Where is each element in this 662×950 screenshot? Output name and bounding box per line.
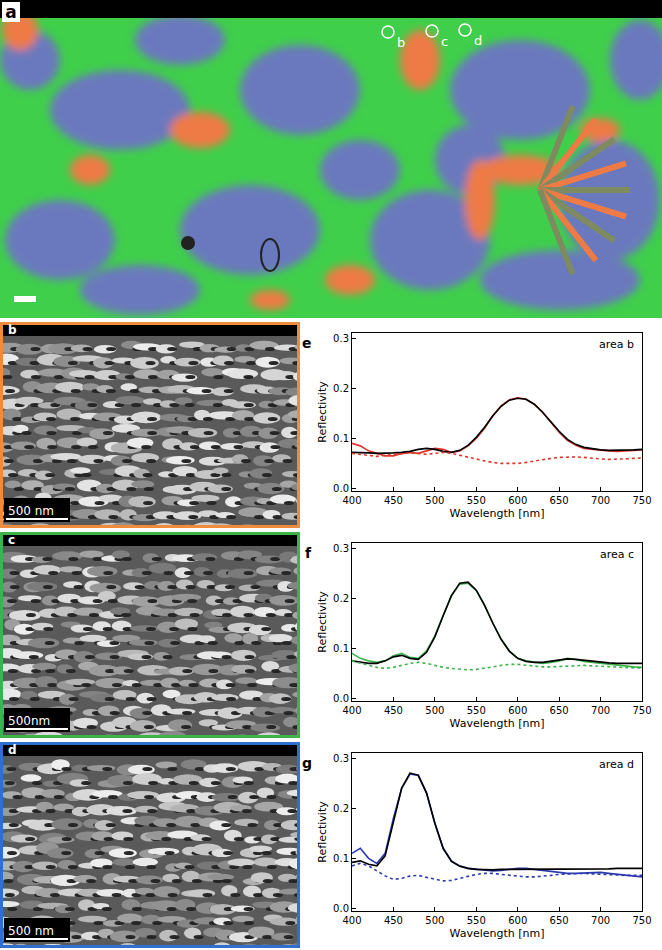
- svg-text:650: 650: [550, 705, 569, 716]
- svg-text:Reflectivity: Reflectivity: [316, 381, 329, 443]
- svg-text:Reflectivity: Reflectivity: [316, 801, 329, 863]
- svg-text:600: 600: [508, 495, 527, 506]
- svg-text:area d: area d: [599, 758, 634, 771]
- svg-text:0.1: 0.1: [333, 853, 349, 864]
- svg-text:0.0: 0.0: [333, 483, 349, 494]
- svg-text:550: 550: [467, 495, 486, 506]
- svg-text:450: 450: [384, 495, 403, 506]
- svg-text:area c: area c: [600, 548, 634, 561]
- svg-text:650: 650: [550, 915, 569, 926]
- svg-text:600: 600: [508, 915, 527, 926]
- svg-text:500 nm: 500 nm: [8, 924, 54, 938]
- svg-text:Wavelength [nm]: Wavelength [nm]: [449, 717, 544, 730]
- svg-text:550: 550: [467, 705, 486, 716]
- svg-text:0.2: 0.2: [333, 803, 349, 814]
- svg-text:400: 400: [342, 915, 361, 926]
- svg-text:0.2: 0.2: [333, 383, 349, 394]
- svg-text:450: 450: [384, 705, 403, 716]
- svg-text:500nm: 500nm: [8, 714, 50, 728]
- svg-text:d: d: [474, 33, 482, 48]
- svg-text:500 nm: 500 nm: [8, 504, 54, 518]
- svg-text:650: 650: [550, 495, 569, 506]
- svg-text:600: 600: [508, 705, 527, 716]
- svg-text:500: 500: [425, 495, 444, 506]
- svg-text:c: c: [441, 34, 448, 49]
- svg-text:d: d: [8, 743, 17, 757]
- svg-text:Wavelength [nm]: Wavelength [nm]: [449, 507, 544, 520]
- svg-text:0.3: 0.3: [333, 543, 349, 554]
- svg-text:400: 400: [342, 705, 361, 716]
- svg-text:Wavelength [nm]: Wavelength [nm]: [449, 927, 544, 940]
- svg-text:0.0: 0.0: [333, 903, 349, 914]
- svg-text:Reflectivity: Reflectivity: [316, 591, 329, 653]
- svg-text:400: 400: [342, 495, 361, 506]
- svg-text:550: 550: [467, 915, 486, 926]
- svg-text:0.2: 0.2: [333, 593, 349, 604]
- svg-text:700: 700: [591, 705, 610, 716]
- svg-text:750: 750: [632, 915, 651, 926]
- svg-text:700: 700: [591, 915, 610, 926]
- svg-text:750: 750: [632, 495, 651, 506]
- svg-text:f: f: [305, 545, 312, 561]
- svg-text:b: b: [8, 323, 17, 337]
- svg-text:g: g: [302, 755, 312, 771]
- svg-text:c: c: [8, 533, 15, 547]
- svg-text:700: 700: [591, 495, 610, 506]
- svg-text:0.0: 0.0: [333, 693, 349, 704]
- svg-text:450: 450: [384, 915, 403, 926]
- svg-text:b: b: [397, 35, 405, 50]
- svg-text:750: 750: [632, 705, 651, 716]
- svg-text:area b: area b: [599, 338, 634, 351]
- svg-text:e: e: [302, 335, 312, 351]
- svg-text:0.3: 0.3: [333, 753, 349, 764]
- svg-text:0.3: 0.3: [333, 333, 349, 344]
- svg-text:500: 500: [425, 915, 444, 926]
- svg-text:0.1: 0.1: [333, 433, 349, 444]
- svg-text:0.1: 0.1: [333, 643, 349, 654]
- svg-text:a: a: [5, 2, 16, 22]
- svg-text:500: 500: [425, 705, 444, 716]
